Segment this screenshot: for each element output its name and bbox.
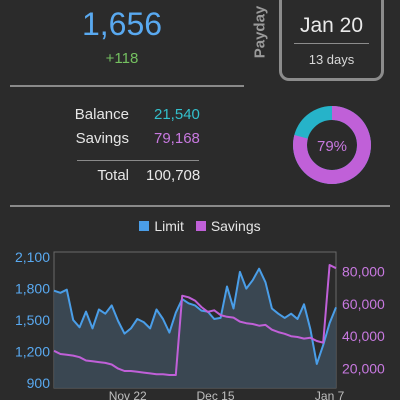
series-limit-line — [53, 267, 337, 365]
total-value: 100,708 — [146, 167, 201, 184]
x-axis-tick-label: Jan 7 — [315, 389, 345, 400]
x-axis-tick-label: Dec 15 — [196, 389, 234, 400]
series-savings-line — [53, 264, 337, 376]
right-axis-tick-label: 60,000 — [342, 296, 385, 312]
left-axis-tick-label: 1,500 — [15, 312, 50, 328]
divider-top — [10, 85, 244, 87]
payday-label: Payday — [251, 5, 269, 59]
left-axis-tick-label: 2,100 — [15, 249, 50, 265]
donut-savings-arc — [293, 106, 371, 184]
payday-divider — [294, 43, 369, 44]
payday-countdown: 13 days — [308, 52, 355, 67]
legend-swatch-savings — [195, 221, 206, 231]
left-axis-tick-label: 900 — [27, 375, 51, 391]
balance-value: 21,540 — [154, 106, 200, 123]
change-value: +118 — [105, 50, 139, 67]
legend-item-limit[interactable]: Limit — [139, 218, 184, 234]
savings-donut: 79% — [293, 106, 371, 184]
payday-date: Jan 20 — [299, 14, 364, 37]
donut-percent-label: 79% — [317, 138, 347, 155]
current-value: 1,656 — [81, 6, 163, 42]
legend-label-limit: Limit — [154, 218, 184, 234]
right-axis-tick-label: 20,000 — [342, 361, 385, 377]
chart-legend: Limit Savings — [0, 218, 400, 234]
limit-savings-chart: 2,100 1,800 1,500 1,200 900 80,000 60,000 40,00… — [15, 249, 385, 400]
right-axis-tick-label: 40,000 — [342, 328, 385, 344]
x-axis-tick-label: Nov 22 — [109, 389, 147, 400]
savings-label: Savings — [75, 130, 129, 147]
legend-item-savings[interactable]: Savings — [195, 218, 261, 234]
payday-card[interactable]: Jan 20 13 days — [279, 0, 384, 81]
savings-value: 79,168 — [154, 130, 200, 147]
left-axis-tick-label: 1,800 — [15, 281, 50, 297]
series-limit-area — [54, 268, 336, 388]
divider-middle — [10, 205, 390, 207]
legend-swatch-limit — [139, 221, 150, 231]
summary-divider — [77, 160, 199, 161]
total-label: Total — [97, 167, 129, 184]
right-axis-tick-label: 80,000 — [342, 263, 385, 279]
legend-label-savings: Savings — [210, 218, 261, 234]
balance-label: Balance — [74, 106, 129, 123]
left-axis-tick-label: 1,200 — [15, 343, 50, 359]
